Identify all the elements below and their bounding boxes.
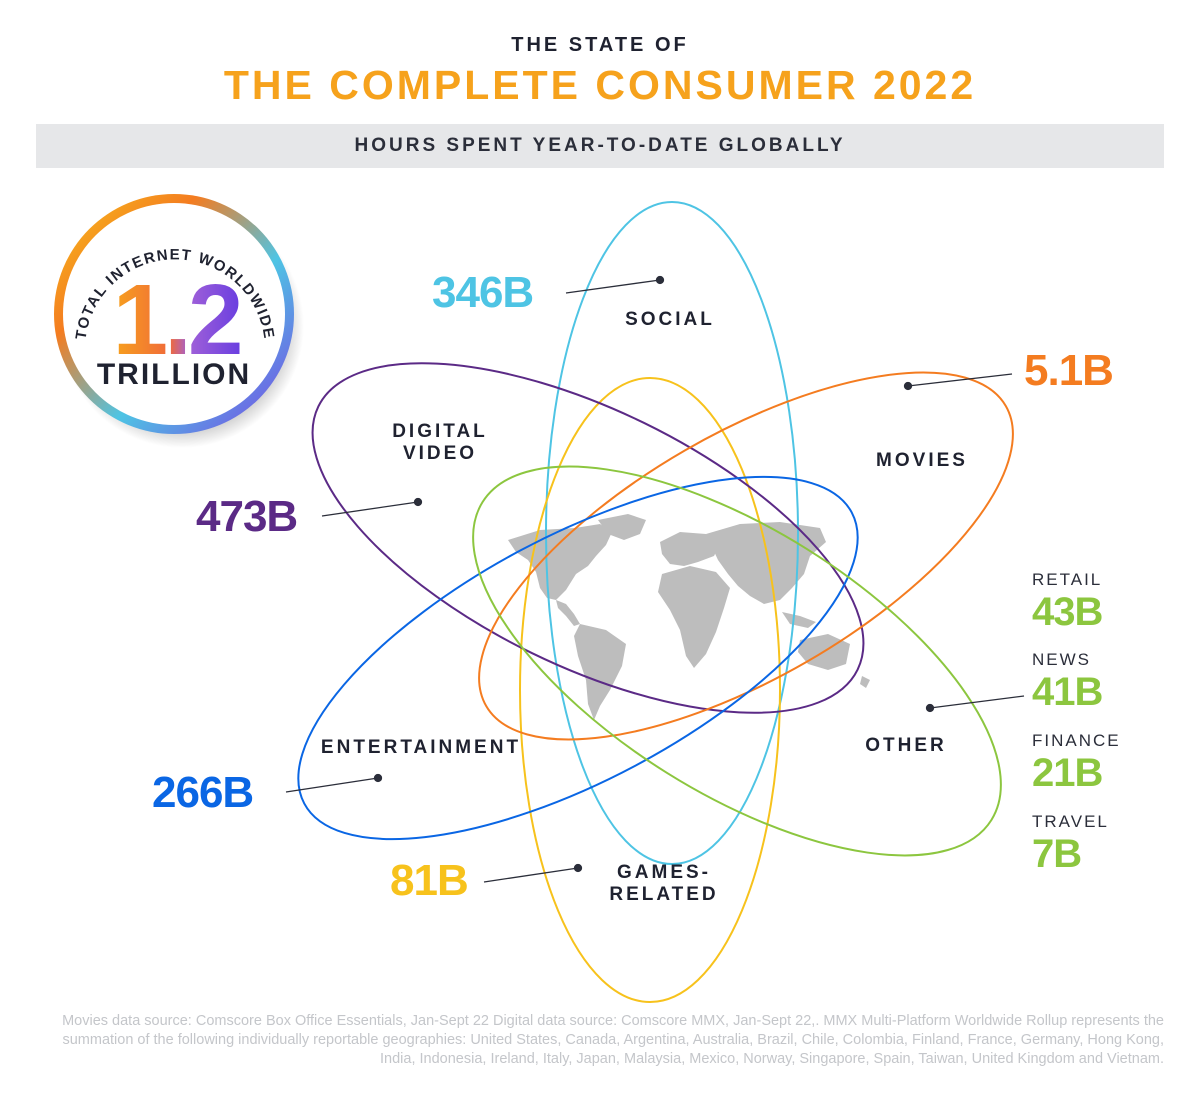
- footnote: Movies data source: Comscore Box Office …: [62, 1013, 1164, 1067]
- other-value-news: 41B: [1032, 670, 1103, 714]
- ellipse-entertainment: [297, 475, 859, 841]
- other-label-travel: TRAVEL: [1032, 812, 1109, 831]
- value-social: 346B: [432, 268, 534, 317]
- subtitle-bar: HOURS SPENT YEAR-TO-DATE GLOBALLY: [36, 124, 1164, 168]
- leader-movies: [907, 373, 1013, 387]
- page-title: THE COMPLETE CONSUMER 2022: [223, 62, 977, 108]
- leader-other: [929, 695, 1025, 709]
- label-social: SOCIAL: [625, 309, 715, 330]
- leader-digital-video: [321, 501, 419, 517]
- badge-number: 1.2: [112, 264, 239, 376]
- pre-title: THE STATE OF: [511, 34, 689, 56]
- value-digital-video: 473B: [196, 492, 298, 541]
- label-digital-video: DIGITAL VIDEO: [392, 421, 488, 464]
- leader-games: [483, 867, 579, 883]
- value-movies: 5.1B: [1024, 346, 1114, 395]
- other-value-retail: 43B: [1032, 590, 1103, 634]
- value-games: 81B: [390, 856, 469, 905]
- leader-entertainment: [285, 777, 379, 793]
- other-value-travel: 7B: [1032, 832, 1082, 876]
- ellipse-digital-video: [311, 362, 865, 714]
- value-entertainment: 266B: [152, 768, 254, 817]
- badge-unit: TRILLION: [97, 358, 251, 391]
- leader-social: [565, 279, 661, 294]
- ellipse-social: [545, 201, 799, 865]
- label-games: GAMES- RELATED: [609, 862, 719, 905]
- label-movies: MOVIES: [876, 450, 968, 471]
- subtitle: HOURS SPENT YEAR-TO-DATE GLOBALLY: [354, 135, 846, 156]
- ellipse-games: [519, 377, 781, 1003]
- other-label-finance: FINANCE: [1032, 731, 1121, 750]
- other-label-retail: RETAIL: [1032, 570, 1103, 589]
- other-value-finance: 21B: [1032, 751, 1103, 795]
- label-other: OTHER: [865, 735, 947, 756]
- ellipse-movies: [478, 371, 1014, 741]
- ellipse-other: [472, 465, 1002, 857]
- total-badge: TOTAL INTERNET WORLDWIDE 1.2 TRILLION: [46, 186, 310, 450]
- world-map-icon: [508, 514, 870, 720]
- label-entertainment: ENTERTAINMENT: [320, 737, 522, 758]
- other-label-news: NEWS: [1032, 650, 1091, 669]
